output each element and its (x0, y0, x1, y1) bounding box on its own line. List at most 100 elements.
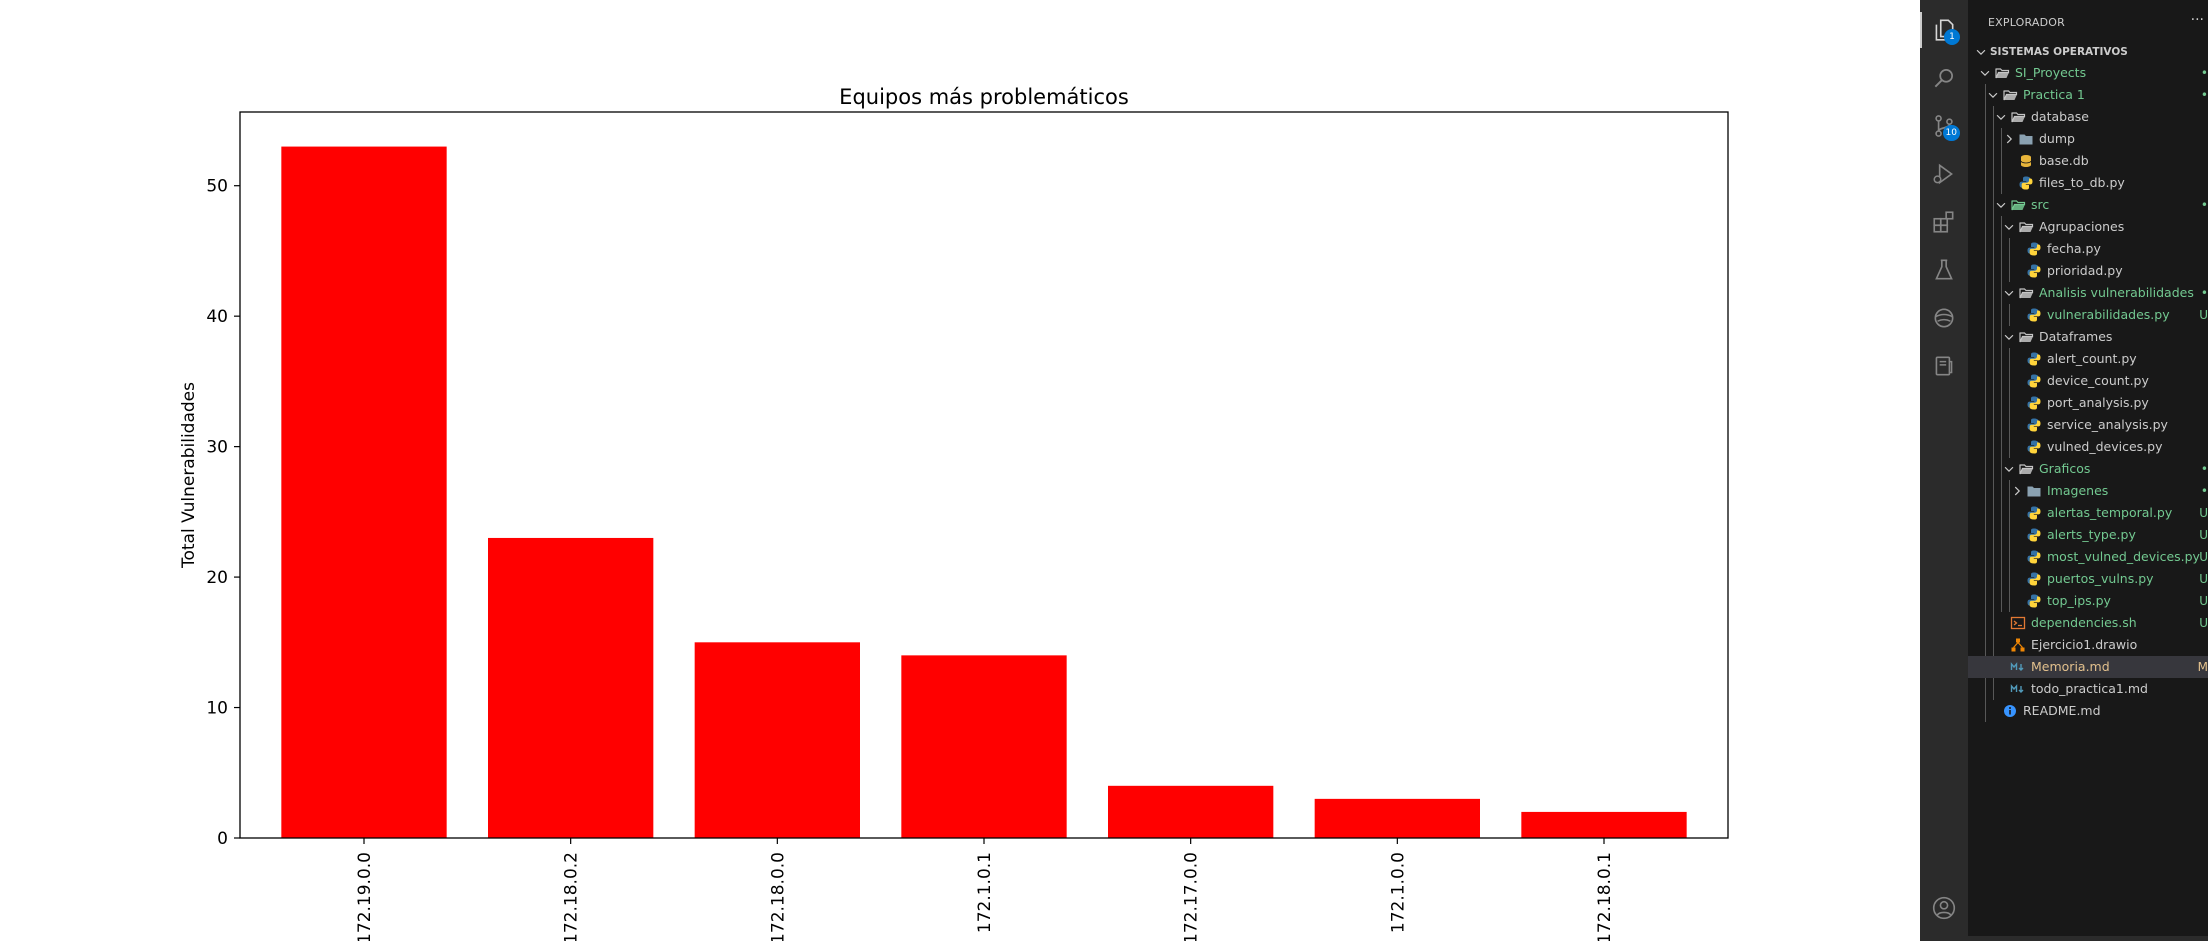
y-tick-label: 20 (206, 568, 228, 588)
extensions-button[interactable] (1920, 198, 1968, 246)
source-control-button[interactable]: 10 (1920, 102, 1968, 150)
tree-item-most-vulned-devices-py[interactable]: most_vulned_devices.py U (1968, 546, 2208, 568)
folder-open-icon (2011, 112, 2026, 123)
tree-item-label: port_analysis.py (2047, 395, 2149, 410)
indent-guide (2009, 238, 2010, 282)
python-file-icon (2027, 418, 2041, 432)
bar-172.1.0.1 (901, 655, 1067, 838)
tree-item-device-count-py[interactable]: device_count.py (1968, 370, 2208, 392)
activity-badge: 10 (1942, 125, 1960, 141)
markdown-file-icon (2010, 662, 2024, 671)
tree-item-label: Imagenes (2047, 483, 2109, 498)
workspace-section-header[interactable]: SISTEMAS OPERATIVOS (1968, 42, 2208, 64)
tree-item-files-to-db-py[interactable]: files_to_db.py (1968, 172, 2208, 194)
tree-item-base-db[interactable]: base.db (1968, 150, 2208, 172)
explorer-button[interactable]: 1 (1920, 6, 1968, 54)
tree-item-graficos[interactable]: Graficos • (1968, 458, 2208, 480)
remote-explorer-button[interactable] (1920, 294, 1968, 342)
tree-item-memoria-md[interactable]: Memoria.md M (1968, 656, 2208, 678)
python-file-icon (2027, 396, 2041, 410)
indent-guide (2009, 348, 2010, 458)
git-status-badge: M (2197, 660, 2208, 674)
y-axis-label: Total Vulnerabilidades (179, 382, 199, 569)
docker-icon (1935, 356, 1953, 376)
run-debug-button[interactable] (1920, 150, 1968, 198)
tree-item-alert-count-py[interactable]: alert_count.py (1968, 348, 2208, 370)
docker-button[interactable] (1920, 342, 1968, 390)
indent-guide (2009, 304, 2010, 326)
tree-item-database[interactable]: database (1968, 106, 2208, 128)
git-status-badge: U (2199, 572, 2208, 586)
panel-bottom-border (1968, 936, 2208, 941)
tree-item-port-analysis-py[interactable]: port_analysis.py (1968, 392, 2208, 414)
tree-item-agrupaciones[interactable]: Agrupaciones (1968, 216, 2208, 238)
accounts-icon[interactable] (1920, 884, 1968, 932)
x-tick-label: 172.18.0.2 (562, 852, 582, 941)
tree-item-label: vulnerabilidades.py (2047, 307, 2170, 322)
vscode-window: 1 10 EXPLORADOR ··· SISTEMAS OPERATIVOS S… (1920, 0, 2208, 941)
chevron-down-icon (1988, 92, 1998, 99)
python-file-icon (2027, 572, 2041, 586)
git-status-badge: U (2199, 594, 2208, 608)
tree-item-vulnerabilidades-py[interactable]: vulnerabilidades.py U (1968, 304, 2208, 326)
tree-item-alertas-temporal-py[interactable]: alertas_temporal.py U (1968, 502, 2208, 524)
chevron-right-icon (2014, 486, 2021, 496)
folder-open-icon (2019, 464, 2034, 475)
tree-item-vulned-devices-py[interactable]: vulned_devices.py (1968, 436, 2208, 458)
chevron-down-icon (1996, 114, 2006, 121)
tree-item-src[interactable]: src • (1968, 194, 2208, 216)
tree-item-prioridad-py[interactable]: prioridad.py (1968, 260, 2208, 282)
tree-item-imagenes[interactable]: Imagenes • (1968, 480, 2208, 502)
tree-item-puertos-vulns-py[interactable]: puertos_vulns.py U (1968, 568, 2208, 590)
testing-button[interactable] (1920, 246, 1968, 294)
bar-172.17.0.0 (1108, 785, 1274, 838)
tree-item-dump[interactable]: dump (1968, 128, 2208, 150)
chevron-down-icon (2004, 466, 2014, 473)
tree-item-label: database (2031, 109, 2089, 124)
tree-item-label: todo_practica1.md (2031, 681, 2148, 696)
tree-item-practica-1[interactable]: Practica 1 • (1968, 84, 2208, 106)
tree-item-fecha-py[interactable]: fecha.py (1968, 238, 2208, 260)
tree-item-dataframes[interactable]: Dataframes (1968, 326, 2208, 348)
python-file-icon (2027, 352, 2041, 366)
x-tick-label: 172.17.0.0 (1182, 852, 1202, 941)
python-file-icon (2027, 506, 2041, 520)
more-actions-icon[interactable]: ··· (2190, 12, 2204, 28)
python-file-icon (2027, 550, 2041, 564)
tree-item-label: puertos_vulns.py (2047, 571, 2154, 586)
y-tick-label: 40 (206, 307, 228, 327)
tree-item-label: Dataframes (2039, 329, 2113, 344)
tree-item-analisis-vulnerabilidades[interactable]: Analisis vulnerabilidades • (1968, 282, 2208, 304)
markdown-file-icon (2010, 684, 2024, 693)
tree-item-dependencies-sh[interactable]: dependencies.sh U (1968, 612, 2208, 634)
explorer-sidebar: EXPLORADOR ··· SISTEMAS OPERATIVOS SI_Pr… (1968, 0, 2208, 941)
tree-item-label: vulned_devices.py (2047, 439, 2163, 454)
folder-open-icon (2019, 332, 2034, 343)
tree-item-readme-md[interactable]: README.md (1968, 700, 2208, 722)
tree-item-label: Ejercicio1.drawio (2031, 637, 2138, 652)
tree-item-label: SI_Proyects (2015, 65, 2087, 80)
run-debug-icon (1933, 163, 1953, 185)
search-button[interactable] (1920, 54, 1968, 102)
tree-item-alerts-type-py[interactable]: alerts_type.py U (1968, 524, 2208, 546)
tree-item-todo-practica1-md[interactable]: todo_practica1.md (1968, 678, 2208, 700)
activity-bar: 1 10 (1920, 0, 1968, 941)
bar-172.1.0.0 (1314, 798, 1480, 838)
chevron-down-icon (1976, 49, 1986, 56)
tree-item-service-analysis-py[interactable]: service_analysis.py (1968, 414, 2208, 436)
tree-item-label: Agrupaciones (2039, 219, 2125, 234)
tree-item-label: Analisis vulnerabilidades (2039, 285, 2194, 300)
tree-item-si-proyects[interactable]: SI_Proyects • (1968, 62, 2208, 84)
python-file-icon (2027, 242, 2041, 256)
chevron-down-icon (1980, 70, 1990, 77)
folder-icon (2027, 486, 2041, 497)
git-status-badge: • (2200, 462, 2208, 476)
tree-item-label: top_ips.py (2047, 593, 2111, 608)
drawio-file-icon (2011, 638, 2025, 652)
git-status-badge: U (2199, 616, 2208, 630)
tree-item-top-ips-py[interactable]: top_ips.py U (1968, 590, 2208, 612)
tree-item-label: alertas_temporal.py (2047, 505, 2173, 520)
tree-item-label: src (2031, 197, 2050, 212)
x-tick-label: 172.19.0.0 (355, 852, 375, 941)
tree-item-ejercicio1-drawio[interactable]: Ejercicio1.drawio (1968, 634, 2208, 656)
